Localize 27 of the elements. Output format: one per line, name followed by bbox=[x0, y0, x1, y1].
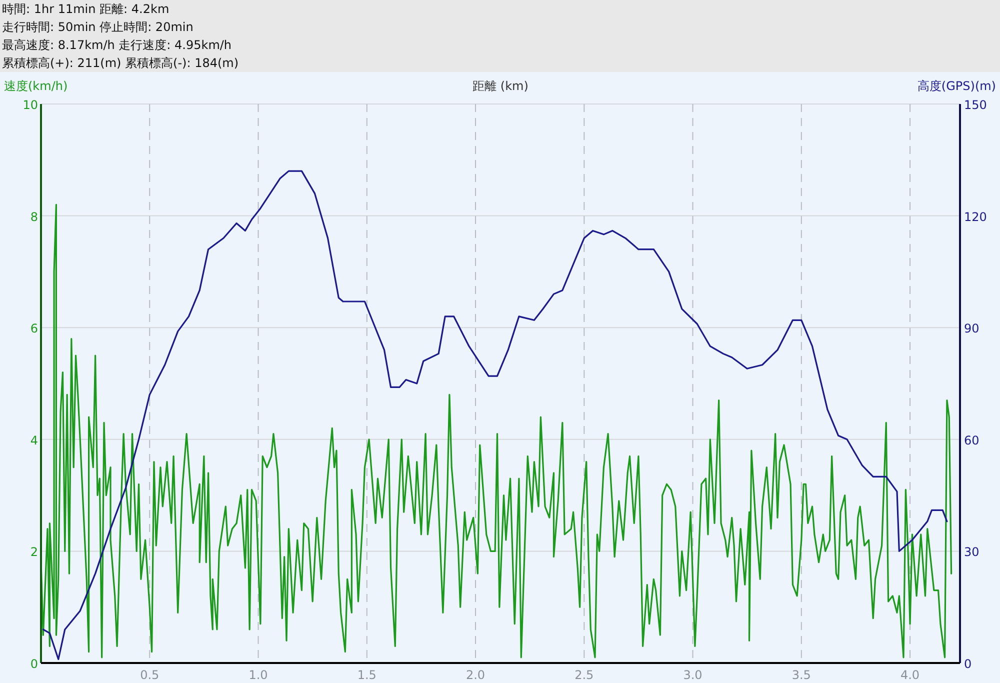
y2-axis-title: 高度(GPS)(m) bbox=[917, 79, 996, 93]
x-tick-label: 3.0 bbox=[683, 668, 702, 682]
x-tick-label: 1.5 bbox=[357, 668, 376, 682]
x-tick-label: 4.0 bbox=[900, 668, 920, 682]
y-tick-label: 10 bbox=[22, 98, 38, 112]
x-tick-label: 0.5 bbox=[140, 668, 160, 682]
x-tick-label: 3.5 bbox=[792, 668, 811, 682]
y2-tick-label: 120 bbox=[964, 210, 987, 224]
text: 最高速度: 8.17km/h 走行速度: 4.95km/h bbox=[2, 38, 232, 52]
x-tick-label: 1.0 bbox=[248, 668, 268, 682]
y2-tick-label: 60 bbox=[964, 433, 980, 448]
y2-tick-label: 150 bbox=[964, 98, 987, 112]
y2-tick-label: 30 bbox=[964, 545, 980, 560]
text: 走行時間: 50min 停止時間: 20min bbox=[2, 20, 194, 34]
text: 時間: 1hr 11min 距離: 4.2km bbox=[2, 2, 170, 16]
y-tick-label: 0 bbox=[30, 657, 38, 671]
y2-tick-label: 0 bbox=[964, 657, 972, 671]
x-tick-label: 2.5 bbox=[574, 668, 594, 682]
y-tick-label: 4 bbox=[30, 433, 38, 448]
x-tick-label: 2.0 bbox=[466, 668, 486, 682]
y2-tick-label: 90 bbox=[964, 322, 980, 336]
text: 累積標高(+): 211(m) 累積標高(-): 184(m) bbox=[2, 56, 239, 70]
y-tick-label: 8 bbox=[30, 210, 38, 224]
y-tick-label: 2 bbox=[30, 545, 38, 560]
y-tick-label: 6 bbox=[30, 322, 38, 336]
y-axis-title: 速度(km/h) bbox=[4, 79, 68, 93]
x-axis-title: 距離 (km) bbox=[472, 79, 528, 93]
